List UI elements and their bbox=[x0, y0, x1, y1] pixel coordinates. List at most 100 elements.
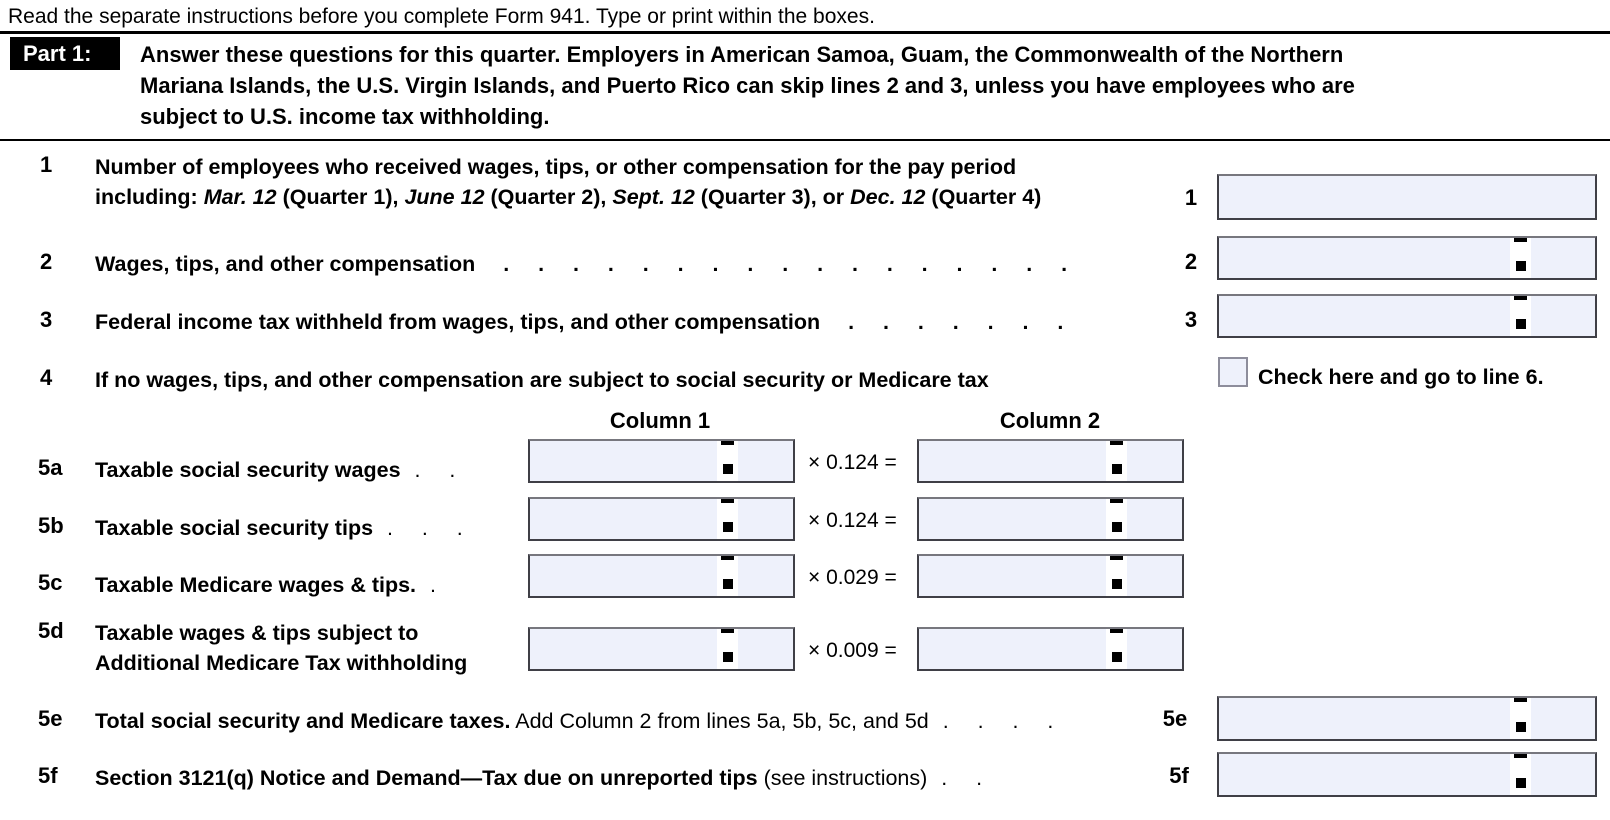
line2-dot-leader: . . . . . . . . . . . . . . . . . bbox=[503, 252, 1069, 276]
line2-cents-input[interactable] bbox=[1534, 239, 1594, 277]
line5d-col2-field[interactable] bbox=[917, 627, 1184, 671]
line5f-cents-input[interactable] bbox=[1534, 755, 1594, 794]
line5e-amount-field[interactable] bbox=[1217, 696, 1597, 741]
line5d-multiplier: × 0.009 = bbox=[808, 639, 897, 662]
line2-number: 2 bbox=[40, 249, 53, 274]
line4-number: 4 bbox=[40, 365, 53, 390]
line3-amount-field[interactable] bbox=[1217, 294, 1597, 338]
line3-cents-input[interactable] bbox=[1534, 297, 1594, 335]
line1-employees-input[interactable] bbox=[1220, 177, 1594, 217]
line5d-col2-dollars-input[interactable] bbox=[920, 630, 1103, 668]
line1-seg: (Quarter 3), or bbox=[694, 185, 851, 209]
line5d-col1-dollars-input[interactable] bbox=[531, 630, 714, 668]
cents-tick bbox=[721, 629, 734, 633]
line5b-col1-field[interactable] bbox=[528, 497, 795, 541]
line5d-label: Taxable wages & tips subject to Addition… bbox=[95, 618, 535, 678]
line5e-dot-leader: . . . . bbox=[942, 709, 1055, 733]
line2-label: Wages, tips, and other compensation . . .… bbox=[95, 249, 1175, 279]
line5d-col1-field[interactable] bbox=[528, 627, 795, 671]
line5e-dollars-input[interactable] bbox=[1220, 699, 1507, 738]
line5a-col2-dollars-input[interactable] bbox=[920, 442, 1103, 480]
line5b-label: Taxable social security tips . . . bbox=[95, 513, 525, 543]
line5b-col2-dollars-input[interactable] bbox=[920, 500, 1103, 538]
line5f-number: 5f bbox=[38, 763, 58, 788]
line5d-number: 5d bbox=[38, 618, 64, 643]
decimal-point bbox=[723, 579, 733, 589]
column1-header: Column 1 bbox=[609, 408, 711, 433]
line5b-col1-cents-input[interactable] bbox=[740, 500, 792, 538]
line4-label: If no wages, tips, and other compensatio… bbox=[95, 368, 989, 392]
line1-box-number: 1 bbox=[1184, 185, 1198, 210]
line5a-col1-field[interactable] bbox=[528, 439, 795, 483]
line5c-col1-dollars-input[interactable] bbox=[531, 557, 714, 595]
line1-employees-field[interactable] bbox=[1217, 174, 1597, 220]
line1-date3: Sept. 12 bbox=[612, 185, 695, 209]
line5c-col1-field[interactable] bbox=[528, 554, 795, 598]
line1-date4: Dec. 12 bbox=[850, 185, 926, 209]
line5f-dollars-input[interactable] bbox=[1220, 755, 1507, 794]
line5a-col1-dollars-input[interactable] bbox=[531, 442, 714, 480]
part1-desc-line2: Mariana Islands, the U.S. Virgin Islands… bbox=[140, 73, 1355, 98]
part1-desc-line3: subject to U.S. income tax withholding. bbox=[140, 104, 550, 129]
line2-amount-field[interactable] bbox=[1217, 236, 1597, 280]
line5b-col2-field[interactable] bbox=[917, 497, 1184, 541]
line1-label: Number of employees who received wages, … bbox=[95, 152, 1155, 212]
line5d-col1-cents-input[interactable] bbox=[740, 630, 792, 668]
line5c-label-text: Taxable Medicare wages & tips. bbox=[95, 573, 417, 597]
line3-dollars-input[interactable] bbox=[1220, 297, 1507, 335]
line1-seg: including: bbox=[95, 185, 204, 209]
line5f-box-number: 5f bbox=[1169, 763, 1189, 788]
line5d-col2-cents-input[interactable] bbox=[1129, 630, 1181, 668]
line5c-number: 5c bbox=[38, 570, 63, 595]
divider-part1 bbox=[0, 139, 1610, 141]
line5f-label-bold: Section 3121(q) Notice and Demand—Tax du… bbox=[95, 766, 758, 790]
decimal-point bbox=[1516, 722, 1526, 732]
decimal-point bbox=[1112, 522, 1122, 532]
line5e-label-rest: Add Column 2 from lines 5a, 5b, 5c, and … bbox=[510, 709, 929, 733]
decimal-point bbox=[1516, 319, 1526, 329]
line5a-col2-cents-input[interactable] bbox=[1129, 442, 1181, 480]
line5e-number: 5e bbox=[38, 706, 63, 731]
line4-check-label: Check here and go to line 6. bbox=[1258, 365, 1544, 389]
line5f-dot-leader: . . bbox=[941, 766, 984, 790]
cents-separator bbox=[717, 441, 738, 481]
cents-separator bbox=[1510, 754, 1531, 795]
line5c-col1-cents-input[interactable] bbox=[740, 557, 792, 595]
cents-tick bbox=[1514, 754, 1527, 758]
line5a-col2-field[interactable] bbox=[917, 439, 1184, 483]
line5f-amount-field[interactable] bbox=[1217, 752, 1597, 797]
cents-separator bbox=[1106, 499, 1127, 539]
line1-label-row1: Number of employees who received wages, … bbox=[95, 155, 1017, 179]
line2-box-number: 2 bbox=[1184, 249, 1198, 274]
decimal-point bbox=[1112, 579, 1122, 589]
line5a-number: 5a bbox=[38, 455, 63, 480]
cents-separator bbox=[1106, 441, 1127, 481]
line5b-col2-cents-input[interactable] bbox=[1129, 500, 1181, 538]
line5e-cents-input[interactable] bbox=[1534, 699, 1594, 738]
line1-seg: (Quarter 2), bbox=[484, 185, 613, 209]
line5c-col2-dollars-input[interactable] bbox=[920, 557, 1103, 595]
cents-tick bbox=[721, 556, 734, 560]
line5c-col2-field[interactable] bbox=[917, 554, 1184, 598]
line1-seg: (Quarter 1), bbox=[276, 185, 405, 209]
cents-separator bbox=[717, 629, 738, 669]
cents-separator bbox=[1510, 238, 1531, 278]
line5d-label-row2: Additional Medicare Tax withholding bbox=[95, 651, 468, 675]
line3-box-number: 3 bbox=[1184, 307, 1198, 332]
line4-checkbox[interactable] bbox=[1218, 357, 1248, 387]
line5b-number: 5b bbox=[38, 513, 64, 538]
line2-label-text: Wages, tips, and other compensation bbox=[95, 252, 476, 276]
line2-dollars-input[interactable] bbox=[1220, 239, 1507, 277]
line5a-label: Taxable social security wages . . bbox=[95, 455, 525, 485]
line3-label-text: Federal income tax withheld from wages, … bbox=[95, 310, 821, 334]
cents-tick bbox=[721, 441, 734, 445]
line1-number: 1 bbox=[40, 152, 53, 177]
line5a-col1-cents-input[interactable] bbox=[740, 442, 792, 480]
cents-tick bbox=[1514, 238, 1527, 242]
line5a-dot-leader: . . bbox=[414, 458, 457, 482]
line5b-col1-dollars-input[interactable] bbox=[531, 500, 714, 538]
line5b-multiplier: × 0.124 = bbox=[808, 509, 897, 532]
decimal-point bbox=[723, 652, 733, 662]
line5c-col2-cents-input[interactable] bbox=[1129, 557, 1181, 595]
cents-separator bbox=[1510, 296, 1531, 336]
